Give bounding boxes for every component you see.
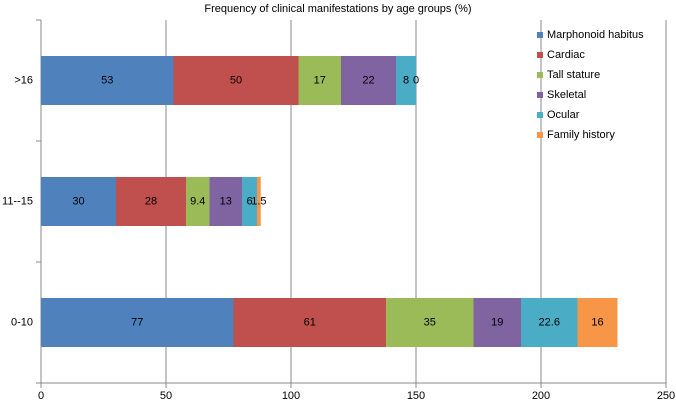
- y-tick-label: 0-10: [11, 316, 33, 328]
- value-label: 9.4: [190, 195, 205, 207]
- legend-marker: [537, 132, 543, 138]
- value-label: 35: [424, 316, 436, 328]
- value-label: 16: [591, 316, 603, 328]
- value-label: 6: [246, 195, 252, 207]
- bar-segment: [233, 298, 386, 347]
- legend-label: Ocular: [547, 109, 580, 121]
- bar-segment: [242, 177, 257, 226]
- bar-segment: [473, 298, 521, 347]
- value-label: 22: [362, 74, 374, 86]
- value-label: 19: [491, 316, 503, 328]
- chart-title: Frequency of clinical manifestations by …: [204, 3, 471, 15]
- value-label: 17: [314, 74, 326, 86]
- value-label: 22.6: [539, 316, 560, 328]
- legend-label: Cardiac: [547, 49, 585, 61]
- x-tick-label: 100: [282, 390, 300, 402]
- value-label: 77: [131, 316, 143, 328]
- value-label: 50: [230, 74, 242, 86]
- legend-label: Family history: [547, 129, 615, 141]
- bar-segment: [41, 177, 116, 226]
- bar-segment: [341, 56, 396, 105]
- bar-segment: [386, 298, 474, 347]
- bar-segment: [186, 177, 210, 226]
- bar-segment: [116, 177, 186, 226]
- bar-segment: [257, 177, 261, 226]
- legend-marker: [537, 112, 543, 118]
- legend-label: Marphonoid habitus: [547, 29, 644, 41]
- x-tick-label: 50: [160, 390, 172, 402]
- x-tick-label: 250: [657, 390, 675, 402]
- value-label: 1.5: [251, 195, 266, 207]
- legend-marker: [537, 92, 543, 98]
- value-label: 8: [403, 74, 409, 86]
- legend-marker: [537, 52, 543, 58]
- bar-segment: [41, 298, 234, 347]
- bar-segment: [577, 298, 618, 347]
- bar-segment: [298, 56, 341, 105]
- value-label: 0: [413, 74, 419, 86]
- bar-segment: [173, 56, 299, 105]
- legend-marker: [537, 32, 543, 38]
- value-label: 61: [304, 316, 316, 328]
- value-label: 53: [101, 74, 113, 86]
- bar-segment: [521, 298, 578, 347]
- bar-segment: [41, 56, 174, 105]
- bar-segment: [209, 177, 242, 226]
- y-tick-label: 11--15: [2, 195, 33, 207]
- value-label: 13: [220, 195, 232, 207]
- legend-label: Skeletal: [547, 89, 586, 101]
- legend-marker: [537, 72, 543, 78]
- x-tick-label: 150: [407, 390, 425, 402]
- y-tick-label: >16: [14, 74, 33, 86]
- x-tick-label: 200: [532, 390, 550, 402]
- legend-label: Tall stature: [547, 69, 600, 81]
- x-tick-label: 0: [38, 390, 44, 402]
- value-label: 28: [145, 195, 157, 207]
- bar-segment: [396, 56, 416, 105]
- value-label: 30: [72, 195, 84, 207]
